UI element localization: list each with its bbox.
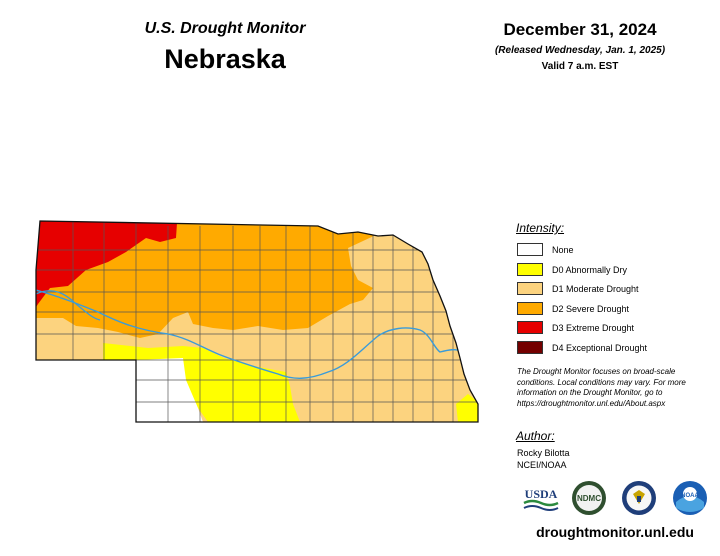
county-lines [36, 221, 478, 422]
nebraska-drought-map [35, 220, 479, 423]
none-region [136, 358, 203, 422]
author-heading: Author: [516, 429, 555, 443]
commerce-seal-logo [622, 481, 656, 515]
legend-item-d1: D1 Moderate Drought [517, 281, 639, 296]
legend-label: D1 Moderate Drought [552, 283, 639, 294]
nebraska-outline [35, 220, 479, 423]
legend-swatch [517, 282, 543, 295]
legend-label: D2 Severe Drought [552, 303, 630, 314]
author-name: Rocky Bilotta [517, 448, 570, 458]
map-date: December 31, 2024 [503, 20, 657, 39]
legend-item-d2: D2 Severe Drought [517, 301, 629, 316]
usda-logo-text: USDA [525, 487, 558, 501]
legend-swatch [517, 321, 543, 334]
legend-label: D3 Extreme Drought [552, 322, 635, 333]
valid-time: Valid 7 a.m. EST [541, 61, 619, 72]
author-org: NCEI/NOAA [517, 460, 567, 470]
legend-item-d0: D0 Abnormally Dry [517, 262, 627, 277]
ndmc-logo-text: NDMC [577, 494, 601, 503]
legend-label: None [552, 244, 574, 255]
d3-region [36, 221, 178, 320]
d0-region-southeast [456, 394, 478, 422]
legend-swatch [517, 341, 543, 354]
niobrara-river [36, 290, 101, 321]
legend-title: Intensity: [516, 221, 565, 235]
legend-label: D4 Exceptional Drought [552, 342, 648, 353]
legend-item-d3: D3 Extreme Drought [517, 320, 634, 335]
disclaimer-note: The Drought Monitor focuses on broad-sca… [517, 367, 686, 408]
legend-swatch [517, 302, 543, 315]
legend-item-none: None [517, 242, 574, 257]
legend-item-d4: D4 Exceptional Drought [517, 340, 647, 355]
platte-river [36, 289, 463, 379]
legend-swatch [517, 243, 543, 256]
noaa-logo: NOAA [673, 481, 707, 515]
legend-swatch [517, 263, 543, 276]
website-link[interactable]: droughtmonitor.unl.edu [536, 524, 694, 540]
noaa-logo-text: NOAA [681, 493, 699, 499]
usda-logo: USDA [523, 487, 559, 511]
release-note: (Released Wednesday, Jan. 1, 2025) [494, 45, 666, 56]
ndmc-logo: NDMC [572, 481, 606, 515]
map-subtitle: U.S. Drought Monitor [144, 20, 306, 37]
map-title: Nebraska [164, 44, 286, 74]
legend-label: D0 Abnormally Dry [552, 264, 628, 275]
